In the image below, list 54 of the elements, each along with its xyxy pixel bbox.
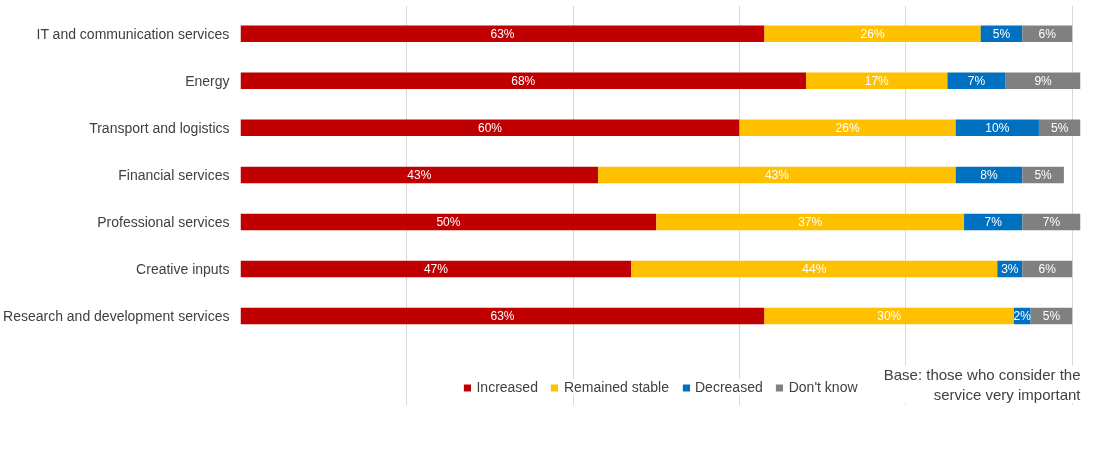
bar	[240, 166, 599, 184]
text: Base: those who consider the service very important	[883, 365, 1082, 404]
bar	[764, 307, 1014, 325]
y-tick-label: Financial services	[118, 166, 230, 183]
data-label: 8%	[980, 167, 999, 182]
data-label: 63%	[490, 26, 515, 41]
data-label: 44%	[802, 262, 827, 277]
bar	[598, 166, 956, 184]
data-label: 43%	[764, 167, 790, 182]
data-label: 10%	[985, 120, 1010, 135]
data-label: 6%	[1038, 26, 1057, 41]
y-tick-label: Energy	[185, 72, 230, 89]
y-tick-label: Professional services	[97, 213, 230, 230]
data-label: 5%	[1042, 309, 1061, 324]
data-label: 47%	[423, 262, 449, 277]
bar	[240, 307, 765, 325]
data-label: 3%	[1001, 262, 1019, 277]
data-label: 26%	[835, 120, 860, 135]
data-label: 43%	[407, 167, 432, 182]
data-label: 9%	[1034, 73, 1053, 88]
data-label: 5%	[992, 26, 1011, 41]
bar	[656, 213, 965, 231]
data-label: 2%	[1013, 309, 1032, 324]
data-label: 7%	[984, 214, 1003, 229]
data-label: 50%	[436, 214, 461, 229]
data-label: 26%	[860, 26, 885, 41]
data-label: 30%	[877, 309, 902, 324]
data-label: 7%	[967, 73, 986, 88]
y-tick-label: Research and development services	[3, 308, 230, 325]
data-label: 6%	[1038, 262, 1057, 277]
data-label: 5%	[1051, 120, 1069, 135]
y-tick-label: Creative inputs	[136, 261, 230, 278]
bar	[240, 72, 807, 90]
bar	[240, 260, 632, 278]
data-label: 7%	[1042, 214, 1061, 229]
data-label: 63%	[490, 309, 515, 324]
bar	[240, 119, 740, 137]
bar	[631, 260, 998, 278]
legend-label: Don't know	[788, 379, 858, 395]
bar	[764, 25, 981, 42]
bar	[240, 213, 657, 231]
bar	[739, 119, 956, 137]
legend-label: Remained stable	[563, 379, 670, 395]
data-label: 60%	[478, 120, 503, 135]
legend-label: Increased	[476, 379, 538, 395]
bar	[240, 25, 765, 42]
y-tick-label: Transport and logistics	[89, 119, 230, 136]
data-label: 5%	[1034, 167, 1053, 182]
data-label: 37%	[798, 214, 823, 229]
data-label: 17%	[864, 73, 890, 88]
bar	[806, 72, 948, 90]
legend-label: Decreased	[695, 379, 763, 395]
y-tick-label: IT and communication services	[36, 25, 230, 42]
data-label: 68%	[511, 73, 536, 88]
